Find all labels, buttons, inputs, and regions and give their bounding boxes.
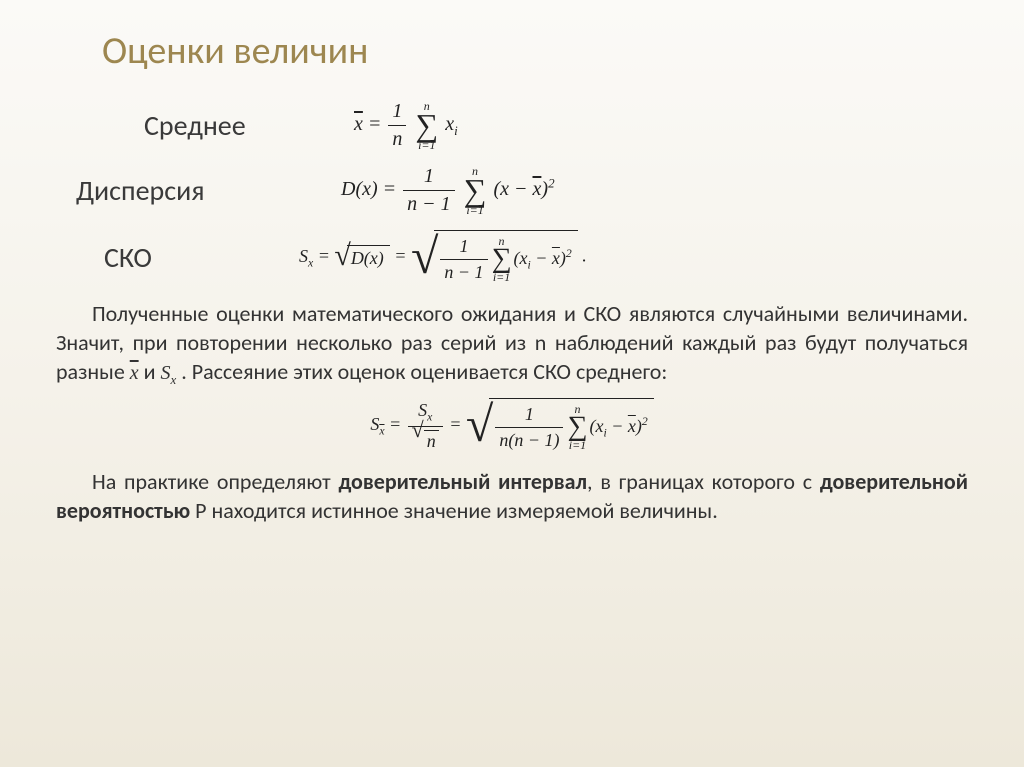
formula-sko-mean: Sx = Sx √ n = √ 1 n(n − 1) (370, 414, 653, 434)
var-sum-lower: i=1 (464, 204, 487, 216)
sko-frac-den: n − 1 (440, 260, 487, 283)
var-lhs: D(x) (341, 178, 378, 200)
var-frac: 1 n − 1 (403, 165, 455, 216)
slide-title: Оценки величин (102, 28, 968, 74)
p1-sym1: x (130, 362, 139, 384)
mean-frac: 1 n (388, 100, 406, 151)
eq: = (449, 414, 466, 434)
p2-b1: доверительный интервал (338, 468, 587, 495)
sko-sqrt1-body: D(x) (347, 245, 390, 270)
sko-sum-lower: i=1 (492, 271, 512, 283)
paragraph-2: На практике определяют доверительный инт… (56, 467, 968, 525)
sm-f1-den: √ n (408, 427, 443, 452)
p2-t3: Р находится истинное значение измеряемой… (190, 497, 718, 524)
label-mean: Среднее (144, 108, 354, 143)
label-variance: Дисперсия (76, 173, 341, 208)
slide: Оценки величин Среднее x = 1 n n ∑ i=1 x… (0, 0, 1024, 561)
sigma-icon: ∑ (464, 177, 487, 204)
sm-sum-lower: i=1 (567, 439, 587, 451)
var-term: (x − x)2 (493, 178, 554, 200)
eq: = (318, 246, 335, 266)
sigma-icon: ∑ (567, 415, 587, 439)
sm-sqrt-body: 1 n(n − 1) n ∑ i=1 (xi − x)2 (489, 398, 653, 453)
p2-t2: , в границах которого с (587, 468, 820, 495)
p1-sym2: Sx (160, 362, 176, 384)
label-sko: СКО (104, 240, 299, 275)
mean-frac-den: n (388, 126, 406, 151)
sigma-icon: ∑ (492, 247, 512, 271)
sko-term: (xi − x)2 (514, 247, 572, 272)
mean-term: xi (445, 113, 458, 135)
sm-frac2: 1 n(n − 1) (495, 404, 563, 451)
sko-frac-num: 1 (440, 236, 487, 260)
sko-trail: . (582, 246, 587, 266)
sm-sum: n ∑ i=1 (567, 403, 587, 451)
eq: = (383, 178, 402, 200)
formula-variance: D(x) = 1 n − 1 n ∑ i=1 (x − x)2 (341, 165, 555, 216)
eq: = (394, 246, 411, 266)
sqrt-icon: √ (412, 430, 424, 452)
sko-sqrt1: √ D(x) (334, 245, 389, 270)
sm-frac1: Sx √ n (408, 400, 443, 451)
formula-sko: Sx = √ D(x) = √ 1 n − 1 n ∑ (299, 230, 587, 285)
var-sum: n ∑ i=1 (464, 165, 487, 216)
p1-post: . Рассеяние этих оценок оценивается СКО … (181, 358, 667, 385)
eq: = (389, 414, 406, 434)
row-sko: СКО Sx = √ D(x) = √ 1 n − 1 n (56, 230, 968, 285)
sm-lhs: Sx (370, 414, 384, 434)
mean-sum: n ∑ i=1 (415, 100, 438, 151)
sko-lhs: Sx (299, 246, 313, 266)
mean-lhs: x (354, 113, 363, 135)
sko-sum: n ∑ i=1 (492, 235, 512, 283)
sm-sqrt: √ 1 n(n − 1) n ∑ i=1 (xi − x)2 (466, 398, 654, 453)
mean-frac-num: 1 (388, 100, 406, 126)
formula-mean: x = 1 n n ∑ i=1 xi (354, 100, 458, 151)
paragraph-1: Полученные оценки математического ожидан… (56, 299, 968, 388)
eq: = (368, 113, 387, 135)
sm-f2-den: n(n − 1) (495, 428, 563, 451)
var-frac-num: 1 (403, 165, 455, 191)
row-variance: Дисперсия D(x) = 1 n − 1 n ∑ i=1 (x − x)… (56, 165, 968, 216)
sigma-icon: ∑ (415, 112, 438, 139)
sko-sqrt2: √ 1 n − 1 n ∑ i=1 (xi − x)2 (411, 230, 578, 285)
sko-sqrt2-body: 1 n − 1 n ∑ i=1 (xi − x)2 (434, 230, 577, 285)
sm-term: (xi − x)2 (589, 415, 647, 440)
p2-t1: На практике определяют (92, 468, 338, 495)
p1-mid: и (144, 358, 161, 385)
sko-mid: D(x) (351, 248, 384, 269)
sm-f2-num: 1 (495, 404, 563, 428)
mean-sum-lower: i=1 (415, 139, 438, 151)
formula-sko-mean-wrap: Sx = Sx √ n = √ 1 n(n − 1) (56, 398, 968, 453)
sko-frac: 1 n − 1 (440, 236, 487, 283)
row-mean: Среднее x = 1 n n ∑ i=1 xi (56, 100, 968, 151)
var-frac-den: n − 1 (403, 191, 455, 216)
sm-f1-den-n: n (424, 430, 439, 452)
